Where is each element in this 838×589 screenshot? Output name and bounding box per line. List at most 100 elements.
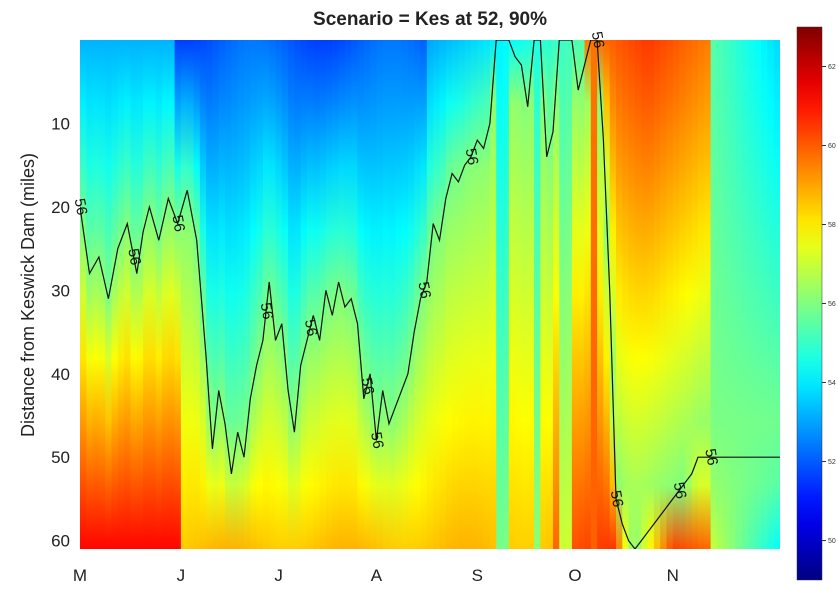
heat-strip	[174, 40, 182, 549]
contour-label: 56	[670, 481, 690, 500]
heat-strip	[250, 40, 258, 549]
heat-strip	[458, 40, 466, 549]
y-axis-ticks: 10 20 30 40 50 60	[51, 114, 70, 550]
heat-strip	[767, 40, 775, 549]
heat-strip	[351, 40, 359, 549]
heat-strip	[679, 40, 687, 549]
heat-strip	[168, 40, 176, 549]
heat-strip	[401, 40, 409, 549]
heat-strip	[225, 40, 233, 549]
y-tick-label: 40	[51, 365, 70, 384]
heat-strip	[508, 40, 516, 549]
heat-strip	[540, 40, 548, 549]
heat-strip	[590, 40, 598, 549]
heat-strip	[218, 40, 226, 549]
x-tick-label: M	[73, 566, 87, 585]
colorbar-tick-label: 58	[828, 222, 836, 229]
colorbar	[796, 26, 823, 581]
heat-strip	[124, 40, 132, 549]
heat-strip	[584, 40, 592, 549]
colorbar-tick-label: 62	[828, 64, 836, 71]
colorbar-ticks: 50 52 54 56 58 60 62	[822, 64, 836, 545]
heat-strip	[628, 40, 636, 549]
heat-strip	[496, 40, 504, 549]
heat-strip	[376, 40, 384, 549]
contour-label: 56	[462, 147, 482, 166]
heat-strip	[420, 40, 428, 549]
heat-strip	[761, 40, 769, 549]
heat-strip	[117, 40, 125, 549]
chart-title: Scenario = Kes at 52, 90%	[313, 9, 547, 30]
heat-strip	[742, 40, 750, 549]
heat-strip	[616, 40, 624, 549]
contour-labels: 56 56 56 56 56 56 56 56 56 56 56 56 56	[71, 30, 721, 508]
heat-strip	[433, 40, 441, 549]
heat-strip	[98, 40, 107, 549]
heat-strip	[691, 40, 699, 549]
colorbar-tick-label: 50	[828, 538, 836, 545]
heat-strip	[325, 40, 334, 549]
contour-label: 56	[701, 447, 721, 466]
heat-strip	[622, 40, 630, 549]
heat-strip	[552, 40, 561, 549]
contour-56	[80, 40, 780, 549]
heat-strip	[521, 40, 529, 549]
contour-label: 56	[257, 301, 277, 320]
heat-strip	[609, 40, 617, 549]
heat-strip	[502, 40, 510, 549]
heat-strip	[395, 40, 403, 549]
x-tick-label: N	[667, 566, 679, 585]
heat-strip	[439, 40, 447, 549]
heat-strip	[748, 40, 756, 549]
heat-strip	[603, 40, 611, 549]
heat-strip	[597, 40, 605, 549]
heat-strip	[534, 40, 542, 549]
heat-strip	[723, 40, 731, 549]
heat-strip	[237, 40, 245, 549]
heat-strip	[143, 40, 151, 549]
colorbar-tick-label: 52	[828, 459, 836, 466]
contour-label: 56	[358, 377, 378, 396]
heat-strip	[256, 40, 264, 549]
heat-strip	[269, 40, 277, 549]
heat-strip	[407, 40, 416, 549]
contour-label: 56	[588, 30, 608, 49]
heat-strip	[187, 40, 195, 549]
heat-strip	[464, 40, 472, 549]
heat-strip	[136, 40, 144, 549]
heat-strip	[370, 40, 378, 549]
heat-strip	[489, 40, 498, 549]
heat-strip	[288, 40, 296, 549]
heat-strip	[80, 40, 88, 549]
heat-strip	[666, 40, 674, 549]
heat-strip	[300, 40, 308, 549]
heat-strip	[698, 40, 706, 549]
contour-label: 56	[367, 431, 387, 450]
heat-strip	[206, 40, 214, 549]
y-axis-label: Distance from Keswick Dam (miles)	[18, 153, 38, 437]
heat-strip	[571, 40, 579, 549]
contour-line	[80, 40, 780, 549]
contour-label: 56	[124, 247, 144, 266]
heat-strip	[130, 40, 138, 549]
heat-strip	[426, 40, 434, 549]
heat-strip	[307, 40, 315, 549]
heat-strip	[452, 40, 460, 549]
colorbar-tick-label: 54	[828, 380, 836, 387]
heat-strip	[193, 40, 201, 549]
heat-strip	[634, 40, 643, 549]
heat-strip	[243, 40, 252, 549]
heat-strip	[414, 40, 422, 549]
heat-strip	[716, 40, 725, 549]
heat-strip	[754, 40, 762, 549]
heat-strip	[199, 40, 207, 549]
heat-strip	[641, 40, 649, 549]
heat-strip	[685, 40, 693, 549]
heat-strip	[470, 40, 479, 549]
heat-strip	[357, 40, 365, 549]
heat-strip	[578, 40, 586, 549]
heat-strip	[653, 40, 661, 549]
heat-strip	[647, 40, 655, 549]
heat-strip	[262, 40, 270, 549]
